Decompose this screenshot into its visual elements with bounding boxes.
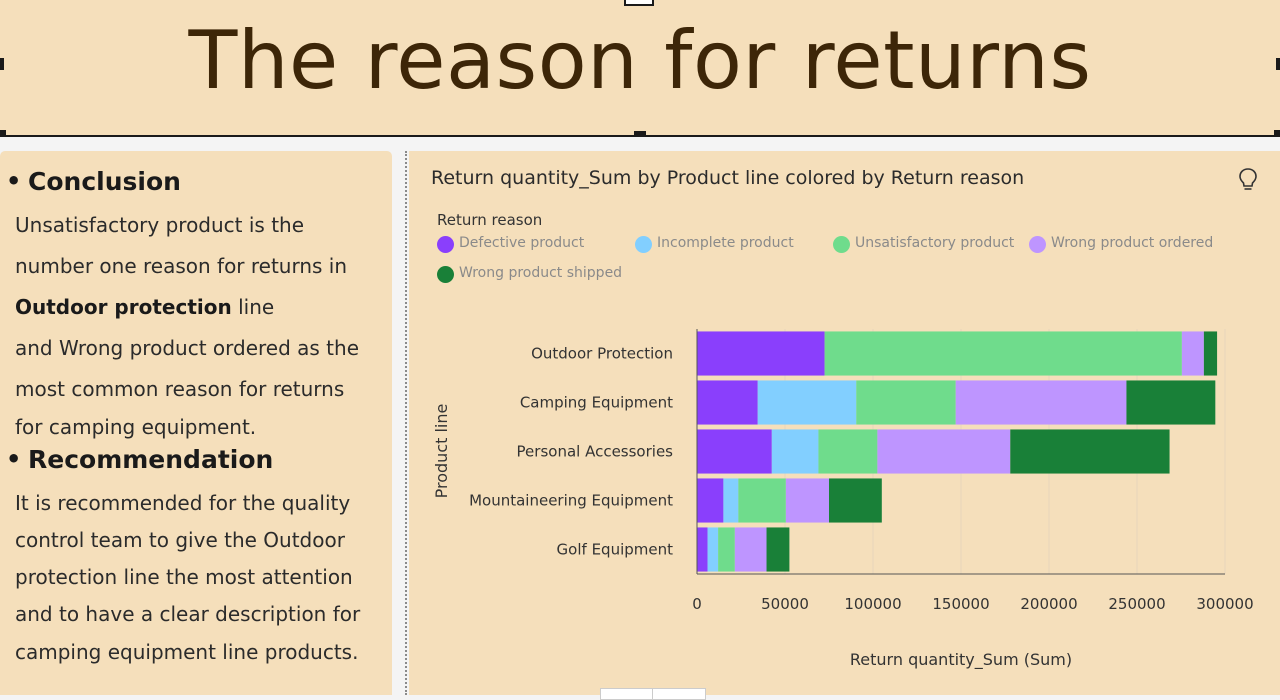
resize-handle-mid-right[interactable] xyxy=(1276,58,1280,70)
conclusion-heading: Conclusion xyxy=(6,167,181,196)
bar-segment xyxy=(1181,331,1204,376)
bar-segment xyxy=(1203,331,1218,376)
y-tick-label: Golf Equipment xyxy=(557,541,674,559)
bar-segment xyxy=(723,478,739,523)
legend-label: Defective product xyxy=(459,235,585,251)
conclusion-line: and Wrong product ordered as the xyxy=(15,336,359,360)
conclusion-line: for camping equipment. xyxy=(15,415,257,439)
bar-segment xyxy=(824,331,1182,376)
legend-label: Incomplete product xyxy=(657,235,794,251)
chart-title: Return quantity_Sum by Product line colo… xyxy=(431,167,1025,189)
bar-segment xyxy=(697,527,708,572)
recommendation-line: protection line the most attention xyxy=(15,565,353,589)
legend-swatch xyxy=(437,236,454,253)
legend-swatch xyxy=(833,236,850,253)
x-axis-title: Return quantity_Sum (Sum) xyxy=(850,650,1072,670)
bar-segment xyxy=(856,380,956,425)
bar-segment xyxy=(1126,380,1216,425)
conclusion-line: most common reason for returns xyxy=(15,377,345,401)
legend-swatch xyxy=(635,236,652,253)
bar-segment xyxy=(955,380,1127,425)
page-tab-control[interactable] xyxy=(600,688,706,700)
x-tick-label: 100000 xyxy=(844,595,901,613)
conclusion-line: Unsatisfactory product is the xyxy=(15,213,305,237)
title-band[interactable]: The reason for returns xyxy=(0,0,1280,137)
conclusion-line-tail: line xyxy=(231,295,275,319)
y-tick-label: Mountaineering Equipment xyxy=(469,492,673,510)
emphasis-text: Outdoor protection xyxy=(15,295,232,319)
bar-segment xyxy=(785,478,829,523)
bar-segment xyxy=(697,478,724,523)
lightbulb-icon[interactable] xyxy=(1237,167,1259,193)
bar-segment xyxy=(829,478,882,523)
recommendation-line: and to have a clear description for xyxy=(15,602,361,626)
recommendation-line: It is recommended for the quality xyxy=(15,491,351,515)
y-tick-label: Outdoor Protection xyxy=(531,345,673,363)
bar-chart: 0 50000 100000 150000 200000 250000 300000 Outd… xyxy=(432,329,1254,670)
panel-divider xyxy=(405,151,407,695)
legend-title: Return reason xyxy=(437,211,543,229)
bar-segment xyxy=(734,527,767,572)
bar-segment xyxy=(697,331,825,376)
bar-segment xyxy=(877,429,1011,474)
bar-segment xyxy=(757,380,857,425)
text-panel[interactable]: Conclusion Unsatisfactory product is the… xyxy=(0,151,392,695)
legend-label: Unsatisfactory product xyxy=(855,235,1015,251)
recommendation-line: camping equipment line products. xyxy=(15,640,359,664)
bar-segment xyxy=(738,478,786,523)
bar-segment xyxy=(697,380,758,425)
x-tick-label: 200000 xyxy=(1020,595,1077,613)
bar-segment xyxy=(818,429,878,474)
resize-handle-mid-left[interactable] xyxy=(0,58,4,70)
resize-handle-right[interactable] xyxy=(1274,130,1280,142)
bar-segment xyxy=(1010,429,1170,474)
bar-segment xyxy=(766,527,790,572)
x-tick-label: 0 xyxy=(692,595,702,613)
x-tick-label: 300000 xyxy=(1196,595,1253,613)
x-tick-label: 250000 xyxy=(1108,595,1165,613)
bar-segment xyxy=(718,527,735,572)
conclusion-line: number one reason for returns in xyxy=(15,254,348,278)
recommendation-heading: Recommendation xyxy=(6,445,273,474)
conclusion-line: Outdoor protection line xyxy=(15,295,274,319)
x-tick-label: 50000 xyxy=(761,595,809,613)
legend-swatch xyxy=(1029,236,1046,253)
recommendation-line: control team to give the Outdoor xyxy=(15,528,345,552)
resize-handle-left[interactable] xyxy=(0,130,6,142)
bar-segment xyxy=(771,429,819,474)
y-tick-label: Personal Accessories xyxy=(517,443,674,461)
gap-band xyxy=(0,137,1280,151)
bar-segment xyxy=(697,429,772,474)
x-tick-label: 150000 xyxy=(932,595,989,613)
y-axis-title: Product line xyxy=(432,404,451,499)
chart-panel[interactable]: Return quantity_Sum by Product line colo… xyxy=(409,151,1280,695)
y-tick-label: Camping Equipment xyxy=(520,394,673,412)
legend-label: Wrong product shipped xyxy=(459,265,623,281)
resize-handle-top[interactable] xyxy=(624,0,654,6)
bar-segment xyxy=(707,527,719,572)
legend-swatch xyxy=(437,266,454,283)
legend-label: Wrong product ordered xyxy=(1051,235,1214,251)
page-title: The reason for returns xyxy=(188,14,1092,107)
